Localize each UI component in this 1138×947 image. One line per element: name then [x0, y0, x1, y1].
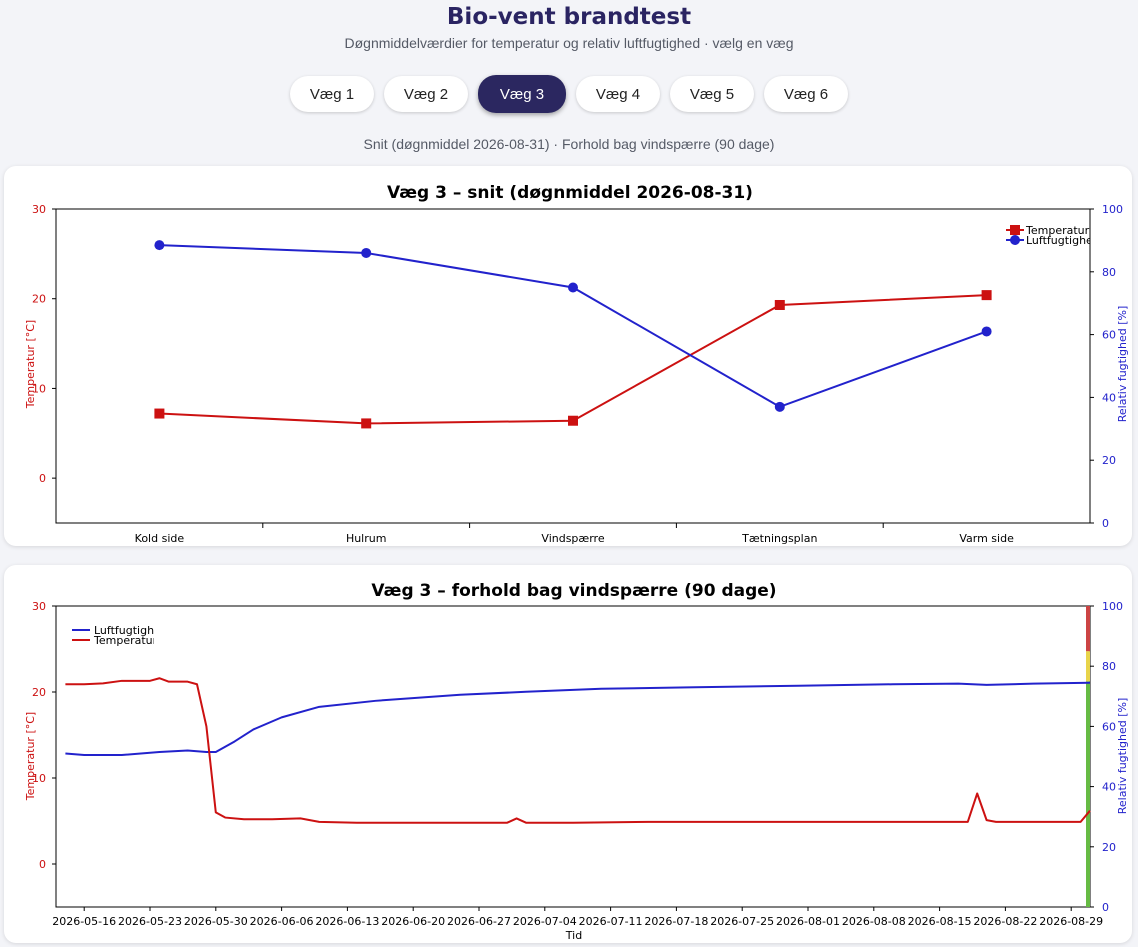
series-line-luftfugtighed: [65, 681, 1091, 756]
x-tick-label: 2026-06-27: [447, 915, 511, 928]
y-tick-label-right: 40: [1102, 781, 1116, 794]
plot-frame: [55, 208, 1091, 524]
data-point-luftfugtighed: [981, 326, 992, 337]
y-tick-label-left: 30: [32, 600, 46, 613]
y-tick-label-right: 0: [1102, 517, 1109, 530]
x-tick-label: 2026-08-29: [1039, 915, 1103, 928]
y-tick-label-left: 20: [32, 686, 46, 699]
data-point-temperatur: [774, 299, 785, 310]
x-axis-label: Tid: [565, 929, 582, 942]
series-line-temperatur: [159, 294, 987, 425]
y-tick-label-left: 0: [39, 858, 46, 871]
chart-title: Væg 3 – snit (døgnmiddel 2026-08-31): [387, 183, 753, 203]
legend-marker: [1010, 235, 1020, 245]
y-tick-label-right: 100: [1102, 600, 1123, 613]
legend-label: Luftfugtighed: [1026, 234, 1100, 247]
tab-vaeg-2[interactable]: Væg 2: [384, 76, 468, 112]
page-title: Bio-vent brandtest: [446, 4, 692, 30]
x-tick-label: Hulrum: [346, 532, 387, 545]
y-tick-label-left: 10: [32, 772, 46, 785]
x-tick-label: Varm side: [959, 532, 1014, 545]
data-point-luftfugtighed: [361, 247, 372, 258]
x-tick-label: 2026-08-08: [842, 915, 906, 928]
x-tick-label: 2026-05-23: [118, 915, 182, 928]
tab-vaeg-1[interactable]: Væg 1: [290, 76, 374, 112]
humidity-band: [1086, 651, 1090, 682]
tab-vaeg-6[interactable]: Væg 6: [764, 76, 848, 112]
x-tick-label: 2026-05-16: [52, 915, 116, 928]
y-tick-label-right: 0: [1102, 901, 1109, 914]
legend-label: Luftfugtighed: [94, 624, 168, 637]
y-tick-label-right: 60: [1102, 720, 1116, 733]
page-subtitle: Døgnmiddelværdier for temperatur og rela…: [344, 35, 794, 51]
x-tick-label: Kold side: [135, 532, 185, 545]
data-point-temperatur: [981, 290, 992, 301]
humidity-band: [1086, 606, 1090, 652]
legend-label: Temperatur: [1025, 224, 1090, 237]
plot-frame: [55, 605, 1091, 908]
y-axis-label-left: Temperatur [°C]: [24, 712, 37, 801]
data-point-temperatur: [361, 418, 372, 429]
chart-title: Væg 3 – forhold bag vindspærre (90 dage): [371, 581, 776, 601]
x-tick-label: Vindspærre: [541, 532, 604, 545]
x-tick-label: 2026-07-18: [644, 915, 708, 928]
y-tick-label-right: 80: [1102, 266, 1116, 279]
y-tick-label-left: 20: [32, 293, 46, 306]
timeseries-chart: Væg 3 – forhold bag vindspærre (90 dage)…: [24, 581, 1129, 942]
x-tick-label: Tætningsplan: [741, 532, 817, 545]
y-tick-label-right: 40: [1102, 391, 1116, 404]
x-tick-label: 2026-08-01: [776, 915, 840, 928]
data-point-luftfugtighed: [154, 240, 165, 251]
chart-caption: Snit (døgnmiddel 2026-08-31) · Forhold b…: [363, 136, 775, 152]
y-tick-label-left: 30: [32, 203, 46, 216]
x-tick-label: 2026-06-06: [250, 915, 314, 928]
section-chart-card: Væg 3 – snit (døgnmiddel 2026-08-31) 0 10…: [4, 166, 1132, 546]
tab-vaeg-4[interactable]: Væg 4: [576, 76, 660, 112]
legend-marker: [1010, 225, 1020, 235]
y-tick-label-right: 100: [1102, 203, 1123, 216]
wall-tabs: Væg 1 Væg 2 Væg 3 Væg 4 Væg 5 Væg 6: [0, 75, 1138, 113]
timeseries-chart-card: Væg 3 – forhold bag vindspærre (90 dage)…: [4, 565, 1132, 943]
data-point-luftfugtighed: [774, 401, 785, 412]
series-line-luftfugtighed: [159, 244, 987, 408]
tab-vaeg-5[interactable]: Væg 5: [670, 76, 754, 112]
y-tick-label-left: 0: [39, 472, 46, 485]
x-tick-label: 2026-05-30: [184, 915, 248, 928]
data-point-temperatur: [154, 408, 165, 419]
x-tick-label: 2026-06-13: [315, 915, 379, 928]
y-tick-label-right: 20: [1102, 841, 1116, 854]
y-tick-label-right: 80: [1102, 660, 1116, 673]
series-line-temperatur: [65, 677, 1091, 824]
tab-vaeg-3[interactable]: Væg 3: [478, 75, 566, 113]
x-tick-label: 2026-07-04: [513, 915, 577, 928]
x-tick-label: 2026-08-15: [908, 915, 972, 928]
data-point-temperatur: [568, 415, 578, 426]
y-tick-label-right: 20: [1102, 454, 1116, 467]
legend-label: Temperatur: [93, 634, 158, 647]
x-tick-label: 2026-06-20: [381, 915, 445, 928]
y-axis-label-left: Temperatur [°C]: [24, 320, 37, 409]
y-axis-label-right: Relativ fugtighed [%]: [1116, 698, 1129, 815]
y-axis-label-right: Relativ fugtighed [%]: [1116, 306, 1129, 423]
section-chart: Væg 3 – snit (døgnmiddel 2026-08-31) 0 10…: [24, 183, 1129, 545]
y-tick-label-left: 10: [32, 382, 46, 395]
x-tick-label: 2026-07-25: [710, 915, 774, 928]
y-tick-label-right: 60: [1102, 329, 1116, 342]
x-tick-label: 2026-08-22: [973, 915, 1037, 928]
x-tick-label: 2026-07-11: [579, 915, 643, 928]
data-point-luftfugtighed: [568, 282, 578, 293]
humidity-band: [1086, 681, 1090, 907]
